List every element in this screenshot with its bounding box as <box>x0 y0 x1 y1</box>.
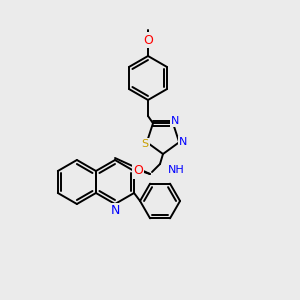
Text: O: O <box>133 164 143 178</box>
Text: N: N <box>179 137 188 147</box>
Text: N: N <box>110 205 120 218</box>
Text: O: O <box>143 34 153 46</box>
Text: N: N <box>171 116 179 126</box>
Text: NH: NH <box>168 165 185 175</box>
Text: S: S <box>141 139 148 149</box>
